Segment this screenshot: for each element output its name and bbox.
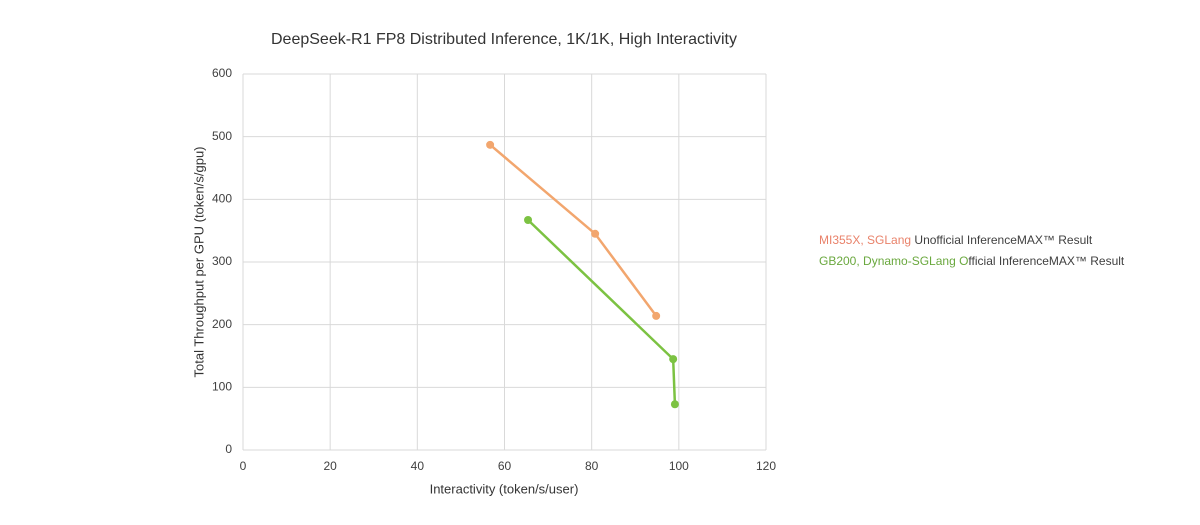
x-tick-label: 100 [669, 459, 689, 473]
x-tick-label: 0 [240, 459, 247, 473]
x-axis-label: Interactivity (token/s/user) [430, 481, 579, 496]
y-axis-label: Total Throughput per GPU (token/s/gpu) [191, 147, 206, 378]
y-tick-label: 400 [212, 192, 232, 206]
x-tick-label: 40 [411, 459, 425, 473]
x-tick-label: 80 [585, 459, 599, 473]
data-point [486, 140, 495, 149]
legend-text: Unofficial InferenceMAX™ Result [911, 233, 1093, 247]
y-tick-label: 100 [212, 380, 232, 394]
data-point [524, 216, 533, 225]
data-point [669, 355, 678, 364]
x-tick-label: 120 [756, 459, 776, 473]
x-tick-label: 20 [323, 459, 337, 473]
y-tick-label: 600 [212, 66, 232, 80]
legend-text: MI355X, SGLang [819, 233, 911, 247]
y-tick-label: 0 [225, 442, 232, 456]
legend-text: GB200, Dynamo-SGLang O [819, 254, 968, 268]
series-line [489, 143, 658, 317]
legend-entry: MI355X, SGLang Unofficial InferenceMAX™ … [819, 233, 1093, 247]
data-point [591, 229, 600, 238]
chart-title: DeepSeek-R1 FP8 Distributed Inference, 1… [271, 31, 737, 48]
data-point [670, 400, 679, 409]
x-tick-label: 60 [498, 459, 512, 473]
y-tick-label: 300 [212, 254, 232, 268]
legend-entry: GB200, Dynamo-SGLang Official InferenceM… [819, 254, 1125, 268]
y-tick-label: 200 [212, 317, 232, 331]
data-point [652, 311, 661, 320]
legend-text: fficial InferenceMAX™ Result [968, 254, 1125, 268]
y-tick-label: 500 [212, 129, 232, 143]
